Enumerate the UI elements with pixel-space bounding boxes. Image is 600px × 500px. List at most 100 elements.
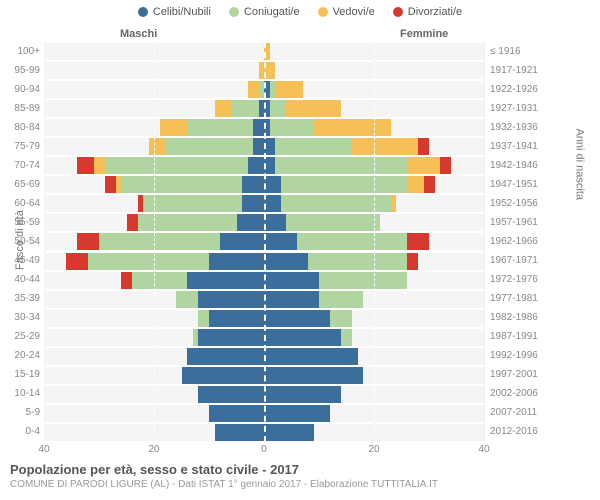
y-left-label: 10-14 xyxy=(2,388,40,399)
bar-seg-male xyxy=(215,424,265,441)
bar-seg-male xyxy=(176,291,198,308)
bar-seg-male xyxy=(138,195,144,212)
grid-line xyxy=(484,42,485,442)
bar-seg-female xyxy=(275,138,352,155)
bar-seg-male xyxy=(182,367,265,384)
center-line xyxy=(264,42,266,442)
y-right-label: 1947-1951 xyxy=(490,179,548,190)
bar-seg-female xyxy=(264,348,358,365)
bar-seg-male xyxy=(237,214,265,231)
y-right-label: 1917-1921 xyxy=(490,65,548,76)
bar-seg-male xyxy=(94,157,105,174)
footer-sub: COMUNE DI PARODI LIGURE (AL) - Dati ISTA… xyxy=(10,479,438,490)
legend-item: Divorziati/e xyxy=(393,6,462,18)
bar-seg-female xyxy=(286,214,380,231)
y-left-label: 95-99 xyxy=(2,65,40,76)
bar-seg-female xyxy=(264,424,314,441)
bar-seg-male xyxy=(66,253,88,270)
y-right-label: 1952-1956 xyxy=(490,198,548,209)
legend-item: Vedovi/e xyxy=(318,6,375,18)
bar-seg-male xyxy=(198,291,264,308)
bar-seg-female xyxy=(281,176,408,193)
x-tick: 20 xyxy=(368,444,379,455)
bar-seg-male xyxy=(121,272,132,289)
legend-swatch xyxy=(138,7,148,17)
plot-area xyxy=(44,42,484,442)
bar-seg-female xyxy=(440,157,451,174)
bar-seg-female xyxy=(418,138,429,155)
x-tick: 40 xyxy=(38,444,49,455)
bar-seg-female xyxy=(314,119,391,136)
y-left-label: 0-4 xyxy=(2,426,40,437)
bar-seg-male xyxy=(215,100,232,117)
bar-seg-female xyxy=(407,157,440,174)
bar-seg-male xyxy=(248,157,265,174)
bar-seg-female xyxy=(308,253,407,270)
bar-seg-male xyxy=(160,119,188,136)
bar-seg-male xyxy=(209,405,264,422)
y-left-label: 65-69 xyxy=(2,179,40,190)
bar-seg-male xyxy=(231,100,259,117)
bar-seg-male xyxy=(220,233,264,250)
bar-seg-female xyxy=(275,81,303,98)
bar-seg-female xyxy=(341,329,352,346)
bar-seg-female xyxy=(264,253,308,270)
y-left-label: 60-64 xyxy=(2,198,40,209)
bar-seg-female xyxy=(264,291,319,308)
y-left-label: 70-74 xyxy=(2,160,40,171)
bar-seg-male xyxy=(187,272,264,289)
bar-seg-male xyxy=(88,253,209,270)
bar-seg-female xyxy=(319,291,363,308)
bar-seg-female xyxy=(424,176,435,193)
y-right-label: 1982-1986 xyxy=(490,312,548,323)
y-right-label: 1932-1936 xyxy=(490,122,548,133)
bar-seg-male xyxy=(105,176,116,193)
bar-seg-female xyxy=(270,119,314,136)
x-tick: 40 xyxy=(478,444,489,455)
bar-seg-male xyxy=(143,195,242,212)
bar-seg-male xyxy=(165,138,253,155)
legend-label: Divorziati/e xyxy=(408,6,462,18)
bar-seg-male xyxy=(99,233,220,250)
bar-seg-male xyxy=(242,176,264,193)
bar-seg-female xyxy=(264,405,330,422)
bar-seg-male xyxy=(149,138,166,155)
y-left-label: 15-19 xyxy=(2,369,40,380)
bar-seg-male xyxy=(253,138,264,155)
legend-swatch xyxy=(229,7,239,17)
bar-seg-female xyxy=(352,138,418,155)
y-left-label: 90-94 xyxy=(2,84,40,95)
bar-seg-female xyxy=(264,233,297,250)
bar-seg-female xyxy=(297,233,407,250)
y-left-label: 20-24 xyxy=(2,350,40,361)
bar-seg-male xyxy=(193,329,199,346)
bar-seg-female xyxy=(264,386,341,403)
bar-seg-female xyxy=(275,157,407,174)
footer-title: Popolazione per età, sesso e stato civil… xyxy=(10,462,438,477)
bar-seg-male xyxy=(248,81,259,98)
grid-line-dashed xyxy=(374,42,375,442)
y-left-label: 80-84 xyxy=(2,122,40,133)
bar-seg-male xyxy=(242,195,264,212)
bar-seg-male xyxy=(209,253,264,270)
y-right-label: 1922-1926 xyxy=(490,84,548,95)
y-right-label: 1957-1961 xyxy=(490,217,548,228)
y-right-label: 1942-1946 xyxy=(490,160,548,171)
x-tick: 20 xyxy=(148,444,159,455)
grid-line-dashed xyxy=(154,42,155,442)
y-left-label: 30-34 xyxy=(2,312,40,323)
bar-seg-female xyxy=(407,253,418,270)
bar-seg-male xyxy=(77,157,94,174)
y-right-label: 1987-1991 xyxy=(490,331,548,342)
bar-seg-male xyxy=(121,176,242,193)
y-right-label: 1992-1996 xyxy=(490,350,548,361)
y-left-label: 25-29 xyxy=(2,331,40,342)
bar-seg-male xyxy=(187,119,253,136)
legend-label: Vedovi/e xyxy=(333,6,375,18)
legend-label: Coniugati/e xyxy=(244,6,300,18)
legend-swatch xyxy=(318,7,328,17)
y-left-label: 40-44 xyxy=(2,274,40,285)
bar-seg-female xyxy=(319,272,407,289)
y-right-label: 1997-2001 xyxy=(490,369,548,380)
bar-seg-male xyxy=(77,233,99,250)
